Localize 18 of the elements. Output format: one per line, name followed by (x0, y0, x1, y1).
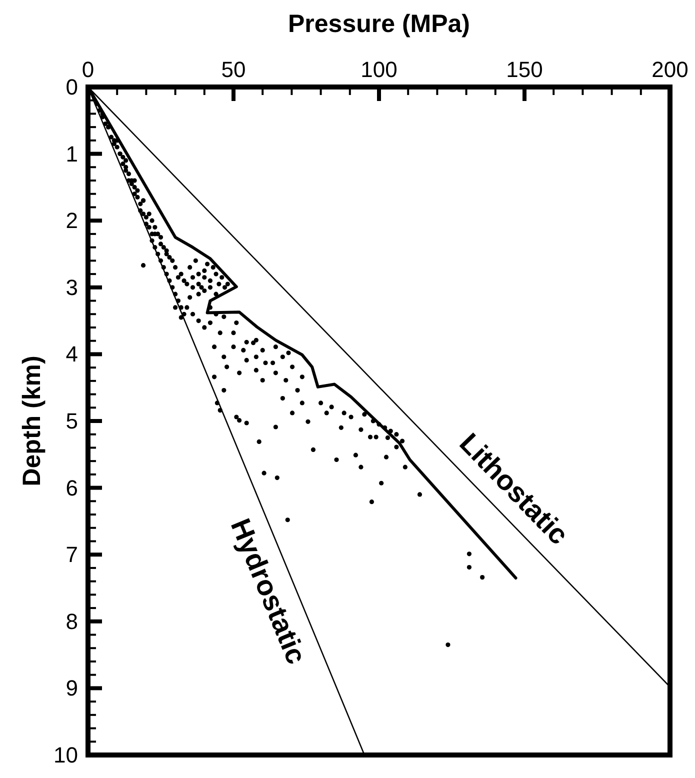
y-tick-label: 7 (66, 542, 78, 568)
y-tick-label: 9 (66, 676, 78, 701)
x-axis-title: Pressure (MPa) (288, 10, 470, 38)
x-tick-label: 0 (82, 57, 94, 82)
y-tick-label: 4 (66, 342, 78, 367)
x-tick-label: 50 (221, 57, 246, 82)
y-axis-title: Depth (km) (18, 356, 46, 486)
y-tick-label: 3 (66, 274, 78, 300)
y-tick-label: 8 (66, 608, 78, 634)
x-tick-label: 150 (506, 57, 543, 82)
y-tick-label: 2 (66, 208, 78, 234)
y-tick-label: 1 (66, 141, 78, 166)
x-tick-label: 100 (360, 57, 398, 82)
y-tick-label: 6 (66, 475, 78, 500)
y-tick-label: 0 (66, 74, 78, 100)
x-tick-label: 200 (652, 57, 688, 82)
y-tick-label: 10 (54, 742, 78, 768)
y-tick-label: 5 (66, 408, 78, 434)
